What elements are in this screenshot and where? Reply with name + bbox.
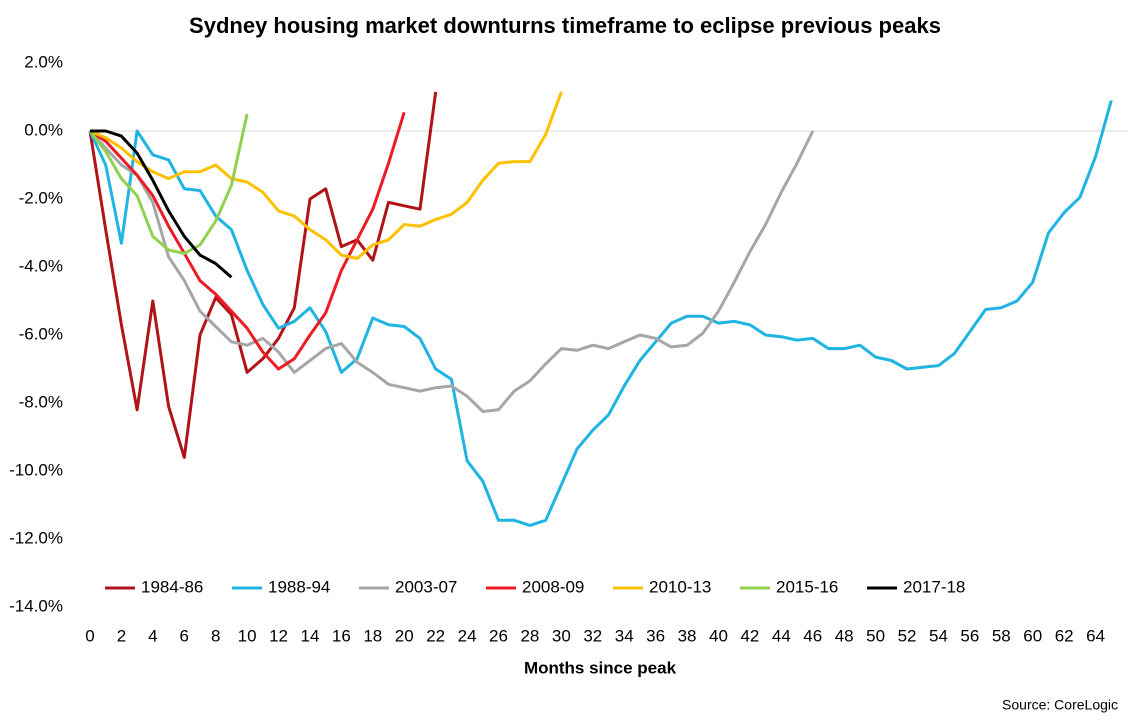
y-tick-label: 2.0% — [24, 52, 63, 71]
x-tick-label: 40 — [709, 626, 728, 645]
y-tick-label: -12.0% — [9, 528, 63, 547]
legend-label: 2015-16 — [776, 577, 838, 596]
source: Source: CoreLogic — [1002, 697, 1118, 713]
y-tick-label: -6.0% — [19, 324, 63, 343]
x-tick-label: 10 — [238, 626, 257, 645]
x-tick-label: 42 — [740, 626, 759, 645]
legend-label: 1984-86 — [141, 577, 203, 596]
x-tick-label: 26 — [489, 626, 508, 645]
series-line — [88, 129, 815, 413]
x-tick-label: 54 — [929, 626, 948, 645]
x-tick-label: 56 — [960, 626, 979, 645]
x-tick-label: 30 — [552, 626, 571, 645]
x-tick-label: 6 — [180, 626, 189, 645]
x-tick-label: 62 — [1055, 626, 1074, 645]
x-tick-label: 58 — [992, 626, 1011, 645]
series-line — [89, 91, 563, 260]
legend-label: 1988-94 — [268, 577, 330, 596]
series-line — [88, 113, 249, 255]
legend-label: 2008-09 — [522, 577, 584, 596]
x-tick-label: 64 — [1086, 626, 1105, 645]
series-line — [88, 99, 1113, 527]
x-tick-label: 2 — [117, 626, 126, 645]
chart-title: Sydney housing market downturns timefram… — [189, 13, 941, 38]
legend-label: 2003-07 — [395, 577, 457, 596]
x-tick-label: 20 — [395, 626, 414, 645]
x-tick-label: 44 — [772, 626, 791, 645]
x-tick-label: 0 — [85, 626, 94, 645]
x-tick-label: 16 — [332, 626, 351, 645]
x-tick-label: 32 — [583, 626, 602, 645]
x-tick-label: 52 — [898, 626, 917, 645]
series-line — [89, 111, 406, 371]
x-tick-label: 48 — [835, 626, 854, 645]
y-tick-label: -10.0% — [9, 460, 63, 479]
y-tick-label: -14.0% — [9, 596, 63, 615]
y-tick-label: -4.0% — [19, 256, 63, 275]
legend-label: 2010-13 — [649, 577, 711, 596]
y-tick-label: -2.0% — [19, 188, 63, 207]
x-tick-label: 46 — [803, 626, 822, 645]
x-tick-label: 24 — [458, 626, 477, 645]
x-tick-label: 28 — [520, 626, 539, 645]
x-tick-label: 38 — [678, 626, 697, 645]
x-tick-label: 4 — [148, 626, 157, 645]
x-tick-label: 34 — [615, 626, 634, 645]
y-tick-label: 0.0% — [24, 120, 63, 139]
x-tick-label: 14 — [301, 626, 320, 645]
x-axis-label: Months since peak — [524, 658, 677, 677]
x-tick-label: 36 — [646, 626, 665, 645]
x-tick-label: 18 — [363, 626, 382, 645]
x-tick-label: 12 — [269, 626, 288, 645]
y-tick-label: -8.0% — [19, 392, 63, 411]
series-line — [90, 129, 233, 279]
x-tick-label: 8 — [211, 626, 220, 645]
x-tick-label: 22 — [426, 626, 445, 645]
legend-label: 2017-18 — [903, 577, 965, 596]
series-line — [88, 91, 438, 459]
x-tick-label: 60 — [1023, 626, 1042, 645]
x-tick-label: 50 — [866, 626, 885, 645]
